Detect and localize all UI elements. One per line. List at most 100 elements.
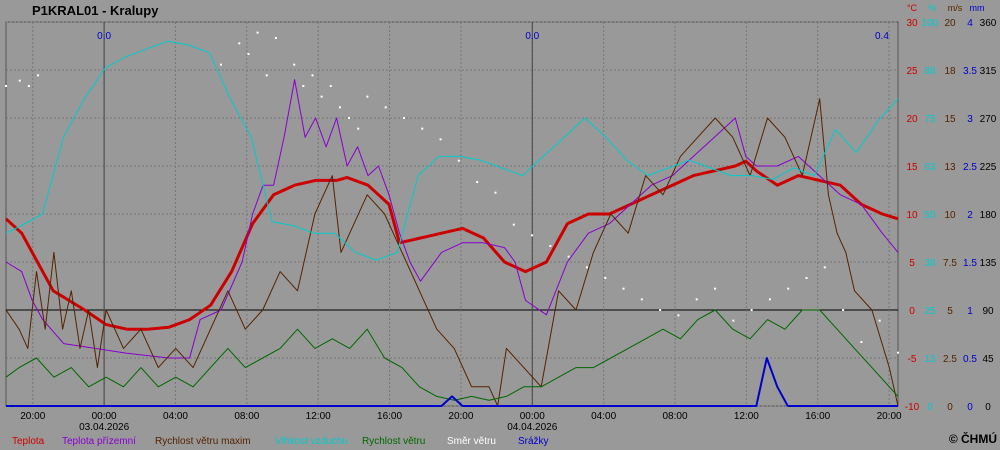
x-tick-label: 08:00: [662, 411, 687, 422]
axis-tick-label: 10: [944, 210, 956, 221]
legend-entry: Teplota přízemní: [62, 436, 136, 447]
x-tick-label: 20:00: [20, 411, 45, 422]
wind-direction-point: [787, 287, 790, 290]
legend-entry: Rychlost větru: [362, 436, 425, 447]
axis-tick-label: 38: [924, 258, 936, 269]
wind-direction-point: [421, 127, 424, 130]
axis-tick-label: 30: [906, 18, 918, 29]
axis-tick-label: -5: [908, 354, 917, 365]
axis-tick-label: 13: [924, 354, 936, 365]
axis-tick-label: 315: [980, 66, 997, 77]
x-tick-label: 08:00: [234, 411, 259, 422]
axis-tick-label: 15: [906, 162, 918, 173]
series-line: [5, 309, 899, 401]
date-label: 04.04.2026: [507, 422, 557, 433]
copyright: © ČHMÚ: [948, 432, 997, 446]
wind-direction-point: [823, 266, 826, 269]
wind-direction-point: [302, 85, 305, 87]
axis-tick-label: 13: [944, 162, 956, 173]
wind-direction-point: [585, 266, 588, 269]
axis-tick-label: 5: [909, 258, 915, 269]
axis-tick-label: 3.5: [963, 66, 977, 77]
wind-direction-point: [805, 277, 808, 279]
axis-tick-label: 100: [922, 18, 939, 29]
wind-direction-point: [714, 287, 717, 290]
wind-direction-point: [457, 159, 460, 162]
x-tick-label: 12:00: [306, 411, 331, 422]
wind-direction-point: [695, 298, 698, 301]
wind-direction-point: [238, 42, 241, 45]
wind-direction-point: [640, 298, 643, 301]
wind-direction-point: [512, 223, 515, 226]
axis-tick-label: 18: [944, 66, 956, 77]
unit-label: °C: [907, 3, 918, 13]
wind-direction-point: [348, 117, 351, 119]
series-line: [5, 40, 899, 261]
wind-direction-point: [659, 309, 662, 311]
axis-tick-label: 7.5: [943, 258, 957, 269]
axis-tick-label: 25: [906, 66, 918, 77]
axis-tick-label: 180: [980, 210, 997, 221]
axis-tick-label: 0: [967, 402, 973, 413]
axis-tick-label: 2: [967, 210, 973, 221]
wind-direction-point: [750, 309, 753, 311]
wind-direction-point: [384, 106, 387, 109]
wind-direction-point: [274, 37, 277, 39]
wind-direction-point: [219, 63, 222, 66]
axis-tick-label: 63: [924, 162, 936, 173]
axis-tick-label: 3: [967, 114, 973, 125]
axis-tick-label: 0: [927, 402, 933, 413]
wind-direction-point: [878, 319, 881, 322]
wind-direction-point: [293, 63, 296, 66]
axis-tick-label: 50: [924, 210, 936, 221]
axis-tick-label: 45: [982, 354, 994, 365]
axis-tick-label: 20: [906, 114, 918, 125]
x-tick-label: 16:00: [805, 411, 830, 422]
axis-tick-label: -10: [905, 402, 920, 413]
wind-direction-point: [604, 277, 607, 279]
wind-direction-point: [320, 95, 323, 98]
precip-total: 0.0: [97, 31, 111, 42]
x-tick-label: 12:00: [734, 411, 759, 422]
axis-tick-label: 225: [980, 162, 997, 173]
x-tick-label: 20:00: [877, 411, 902, 422]
wind-direction-point: [732, 319, 735, 322]
axis-tick-label: 4: [967, 18, 973, 29]
axis-tick-label: 135: [980, 258, 997, 269]
axis-tick-label: 270: [980, 114, 997, 125]
axis-tick-label: 25: [924, 306, 936, 317]
axis-tick-label: 2.5: [963, 162, 977, 173]
x-tick-label: 04:00: [163, 411, 188, 422]
axis-tick-label: 0: [985, 402, 991, 413]
wind-direction-point: [494, 191, 497, 194]
axis-tick-label: 360: [980, 18, 997, 29]
precip-total: 0.4: [875, 31, 889, 42]
x-tick-label: 20:00: [448, 411, 473, 422]
series-line: [4, 159, 899, 331]
axis-tick-label: 1: [967, 306, 973, 317]
axis-tick-label: 0: [909, 306, 915, 317]
wind-direction-point: [768, 298, 771, 301]
wind-direction-point: [5, 85, 7, 87]
wind-direction-point: [338, 106, 341, 109]
series-line: [5, 98, 899, 407]
x-tick-label: 00:00: [92, 411, 117, 422]
wind-direction-point: [265, 74, 268, 77]
wind-direction-point: [860, 341, 863, 343]
x-tick-label: 16:00: [377, 411, 402, 422]
axis-tick-label: 90: [982, 306, 994, 317]
axis-tick-label: 1.5: [963, 258, 977, 269]
wind-direction-point: [897, 351, 899, 354]
wind-direction-point: [27, 85, 30, 87]
wind-direction-point: [357, 127, 360, 130]
axis-tick-label: 0: [947, 402, 953, 413]
series-line: [6, 357, 898, 407]
x-tick-label: 04:00: [591, 411, 616, 422]
date-label: 03.04.2026: [79, 422, 129, 433]
wind-direction-point: [311, 74, 314, 77]
precip-total: 0.0: [525, 31, 539, 42]
wind-direction-point: [256, 31, 259, 34]
wind-direction-point: [329, 85, 332, 87]
axis-tick-label: 0.5: [963, 354, 977, 365]
